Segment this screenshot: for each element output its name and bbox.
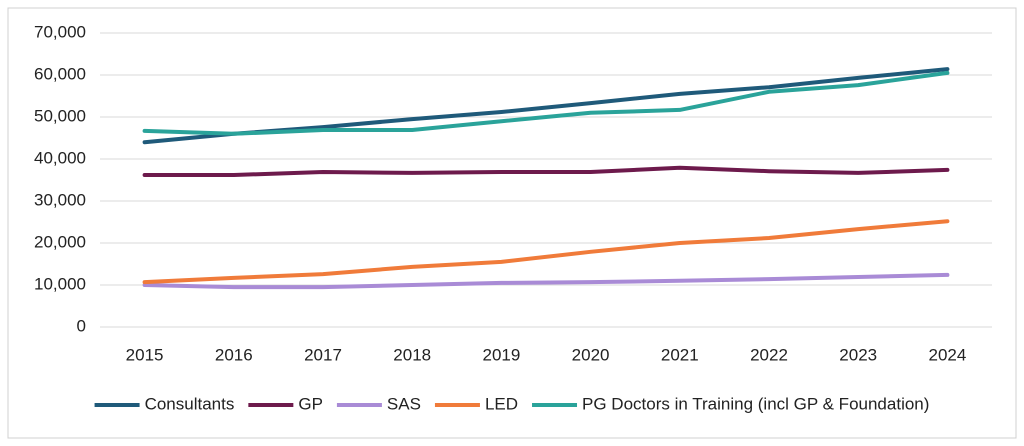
series-line <box>142 165 950 177</box>
series-line <box>142 219 950 285</box>
x-tick-label: 2019 <box>482 345 520 364</box>
x-tick-label: 2017 <box>304 345 342 364</box>
y-tick-label: 0 <box>77 316 86 335</box>
x-tick-label: 2024 <box>928 345 966 364</box>
legend-label: GP <box>298 394 323 413</box>
y-tick-label: 10,000 <box>34 274 86 293</box>
y-tick-label: 20,000 <box>34 232 86 251</box>
series-line <box>142 272 950 290</box>
series-line <box>142 70 950 136</box>
y-tick-label: 70,000 <box>34 22 86 41</box>
y-tick-label: 50,000 <box>34 106 86 125</box>
legend-label: PG Doctors in Training (incl GP & Founda… <box>582 394 929 413</box>
x-tick-label: 2016 <box>215 345 253 364</box>
x-tick-label: 2021 <box>661 345 699 364</box>
x-tick-label: 2020 <box>572 345 610 364</box>
y-tick-label: 60,000 <box>34 64 86 83</box>
legend-label: SAS <box>387 394 421 413</box>
y-tick-label: 40,000 <box>34 148 86 167</box>
x-tick-label: 2018 <box>393 345 431 364</box>
x-tick-label: 2022 <box>750 345 788 364</box>
x-tick-label: 2015 <box>126 345 164 364</box>
chart-border <box>7 7 1017 439</box>
legend-label: Consultants <box>145 394 235 413</box>
legend-label: LED <box>485 394 518 413</box>
x-tick-label: 2023 <box>839 345 877 364</box>
y-tick-label: 30,000 <box>34 190 86 209</box>
